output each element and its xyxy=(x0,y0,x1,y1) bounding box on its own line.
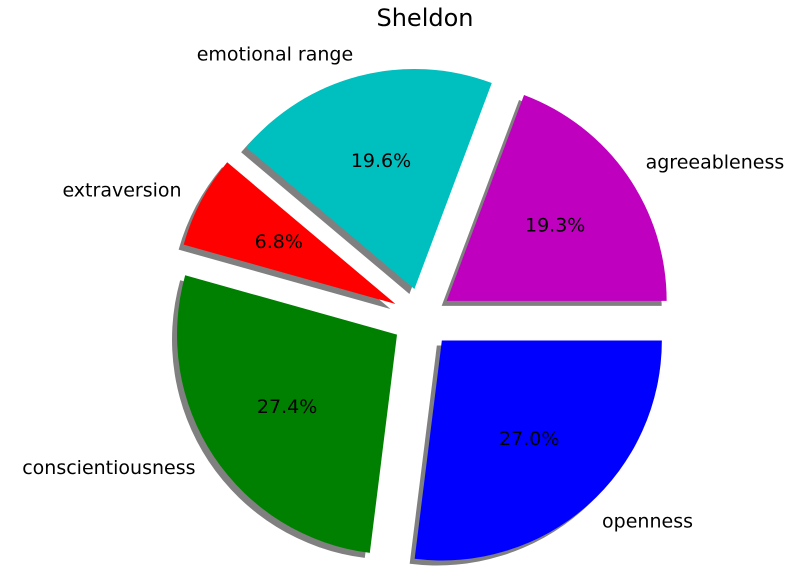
chart-title: Sheldon xyxy=(376,4,473,32)
pie-slices xyxy=(177,68,667,561)
category-label-extraversion: extraversion xyxy=(62,179,181,201)
slice-extraversion xyxy=(183,162,396,304)
category-label-openness: openness xyxy=(602,510,693,532)
slice-labels: 19.3% agreeableness 19.6% emotional range 6.… xyxy=(22,43,784,532)
pct-label-conscientiousness: 27.4% xyxy=(257,396,317,418)
pct-label-emotional-range: 19.6% xyxy=(351,150,411,172)
category-label-agreeableness: agreeableness xyxy=(646,152,785,174)
slice-agreeableness xyxy=(446,94,667,301)
slice-emotional-range xyxy=(246,68,492,289)
category-label-conscientiousness: conscientiousness xyxy=(22,457,195,479)
slice-openness xyxy=(414,340,662,561)
category-label-emotional-range: emotional range xyxy=(197,43,353,65)
pct-label-openness: 27.0% xyxy=(499,428,559,450)
pct-label-extraversion: 6.8% xyxy=(255,231,303,253)
pct-label-agreeableness: 19.3% xyxy=(525,214,585,236)
slice-conscientiousness xyxy=(177,275,398,553)
